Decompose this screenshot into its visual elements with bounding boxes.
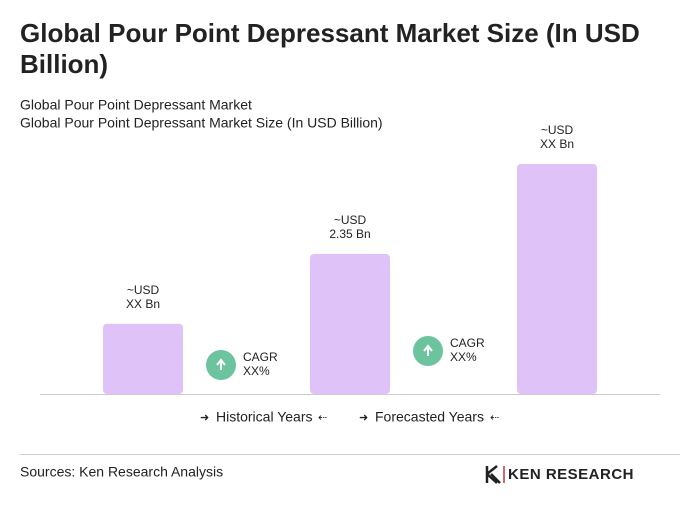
cagr-arrow: [423, 344, 433, 356]
legend-arrow: ⇠: [318, 412, 327, 424]
value-label: XX Bn: [126, 297, 160, 311]
value-label: 2.35 Bn: [329, 227, 370, 241]
bar: [310, 253, 390, 394]
value-label: ~USD: [334, 213, 367, 227]
logo: KEN RESEARCH: [485, 465, 634, 484]
legend-arrow: ➜: [200, 412, 209, 424]
chart-title: Global Pour Point Depressant Market Size…: [20, 18, 640, 79]
cagr-value: XX%: [450, 350, 477, 364]
legend: ➜ Historical Years ⇠ ➜ Forecasted Years …: [200, 409, 499, 425]
legend-label: Forecasted Years: [375, 409, 484, 425]
legend-arrow: ⇠: [490, 412, 499, 424]
title-line: Billion): [20, 49, 108, 79]
cagr-value: XX%: [243, 364, 270, 378]
value-label: ~USD: [127, 283, 160, 297]
subtitle: Global Pour Point Depressant Market: [20, 97, 252, 113]
source: Sources: Ken Research Analysis: [20, 464, 223, 480]
cagr-arrow: [216, 358, 226, 370]
logo-icon: [485, 465, 501, 484]
cagr-label: CAGR: [450, 336, 485, 350]
subtitle: Global Pour Point Depressant Market Size…: [20, 115, 383, 131]
cagr-label: CAGR: [243, 350, 278, 364]
title-line: Global Pour Point Depressant Market Size…: [20, 18, 640, 48]
logo-text: KEN RESEARCH: [508, 466, 634, 483]
bar: [517, 164, 597, 394]
legend-label: Historical Years: [216, 409, 313, 425]
legend-arrow: ➜: [359, 412, 368, 424]
bar: [103, 323, 183, 394]
value-label: XX Bn: [540, 137, 574, 151]
value-label: ~USD: [541, 123, 574, 137]
